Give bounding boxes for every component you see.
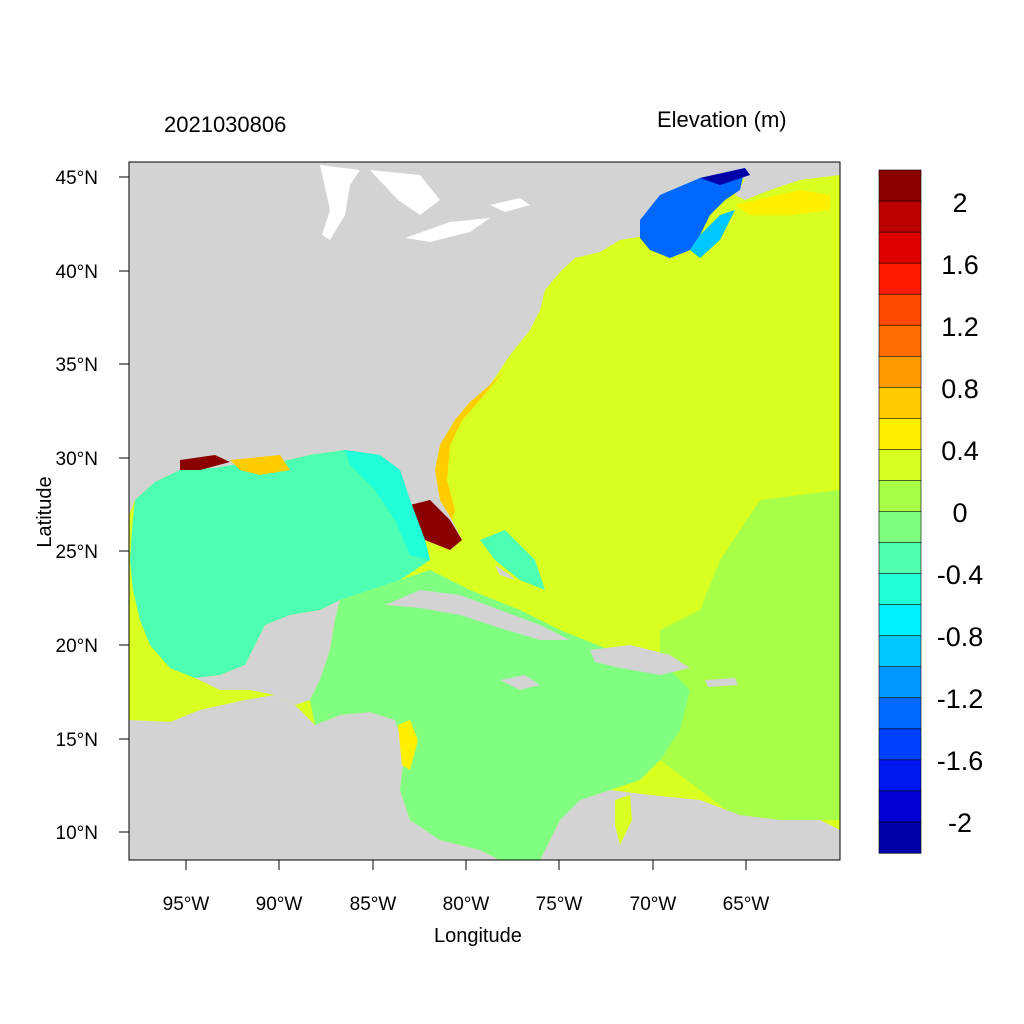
colorbar-label: 0.8 [941, 374, 979, 404]
louisiana-surge-high [180, 455, 230, 470]
north-america-land [129, 162, 750, 550]
lat-tick-label: 35°N [56, 355, 98, 376]
lat-tick-label: 40°N [56, 262, 98, 283]
lat-tick-label: 10°N [56, 823, 98, 844]
colorbar-swatch [878, 511, 922, 544]
colorbar-swatch [878, 697, 922, 730]
colorbar-swatch [878, 635, 922, 668]
east-coast-surge [435, 370, 505, 520]
plot-border [128, 161, 841, 861]
timestamp-label: 2021030806 [164, 112, 287, 137]
lake-erie [405, 218, 490, 242]
caribbean-sea [310, 570, 690, 860]
x-axis-label: Longitude [434, 925, 522, 947]
colorbar-swatch [878, 355, 922, 388]
gulf-of-mexico [130, 450, 430, 678]
honduras-surge [398, 720, 418, 770]
jamaica-land [500, 675, 540, 690]
colorbar-label: -1.6 [937, 746, 984, 776]
cuba-land [385, 590, 570, 640]
colorbar-swatch [878, 821, 922, 854]
lat-tick-label: 45°N [56, 168, 98, 189]
colorbar-swatch [878, 759, 922, 792]
georges-bank-surge [690, 210, 735, 258]
colorbar-label: -0.4 [937, 560, 984, 590]
colorbar-swatch [878, 262, 922, 295]
lon-tick-label: 85°W [350, 894, 397, 915]
colorbar-label: -1.2 [937, 684, 984, 714]
colorbar [878, 169, 922, 854]
west-florida-shelf [345, 450, 430, 560]
colorbar-label: 2 [952, 188, 967, 218]
hispaniola-land [590, 645, 690, 675]
colorbar-swatch [878, 387, 922, 419]
colorbar-swatch [878, 418, 922, 451]
lon-tick-label: 70°W [630, 894, 677, 915]
lat-tick-label: 20°N [56, 636, 98, 657]
southeast-atlantic [660, 490, 840, 820]
scotian-shelf-positive [735, 190, 830, 215]
colorbar-swatch [878, 542, 922, 575]
central-america-land [129, 695, 500, 860]
lat-tick-label: 30°N [56, 449, 98, 470]
lake-michigan [320, 165, 360, 240]
map-plot-area [129, 162, 840, 860]
colorbar-swatch [878, 169, 922, 202]
colorbar-swatch [878, 666, 922, 699]
lat-axis: 45°N 40°N 35°N 30°N 25°N 20°N 15°N 10°N [56, 168, 129, 844]
colorbar-swatch [878, 480, 922, 513]
colorbar-label: 1.6 [941, 250, 979, 280]
lon-tick-label: 95°W [163, 894, 210, 915]
colorbar-swatch [878, 293, 922, 326]
colorbar-swatch [878, 449, 922, 482]
colorbar-label: 1.2 [941, 312, 979, 342]
colorbar-swatch [878, 790, 922, 823]
gulf-of-maine-surge [640, 168, 745, 258]
colorbar-swatch [878, 324, 922, 357]
colorbar-swatch [878, 728, 922, 761]
lake-huron [370, 170, 440, 215]
colorbar-swatch [878, 573, 922, 606]
colorbar-label: -0.8 [937, 622, 984, 652]
lat-tick-label: 25°N [56, 542, 98, 563]
colorbar-label: 0 [952, 498, 967, 528]
bay-of-fundy-surge [700, 168, 750, 185]
lake-ontario [490, 198, 530, 212]
yucatan-land [195, 600, 340, 705]
y-axis-label: Latitude [34, 476, 57, 548]
maracaibo-surge [615, 795, 632, 845]
colorbar-label: -2 [948, 808, 972, 838]
lat-tick-label: 15°N [56, 730, 98, 751]
variable-label: Elevation (m) [657, 107, 787, 132]
florida-surge-high [410, 500, 462, 550]
colorbar-label: 0.4 [941, 436, 979, 466]
colorbar-labels: 2 1.6 1.2 0.8 0.4 0 -0.4 -0.8 -1.2 -1.6 … [937, 188, 984, 838]
bahamas-banks [480, 530, 545, 590]
colorbar-swatch [878, 200, 922, 233]
lon-axis: 95°W 90°W 85°W 80°W 75°W 70°W 65°W [163, 860, 770, 915]
nova-scotia-land [720, 162, 840, 200]
bahamas-island [495, 565, 515, 580]
lon-tick-label: 75°W [536, 894, 583, 915]
colorbar-swatch [878, 231, 922, 264]
puerto-rico-land [705, 678, 738, 687]
lon-tick-label: 80°W [443, 894, 490, 915]
louisiana-surge [230, 455, 290, 475]
colorbar-swatch [878, 604, 922, 637]
lon-tick-label: 65°W [723, 894, 770, 915]
lon-tick-label: 90°W [256, 894, 303, 915]
